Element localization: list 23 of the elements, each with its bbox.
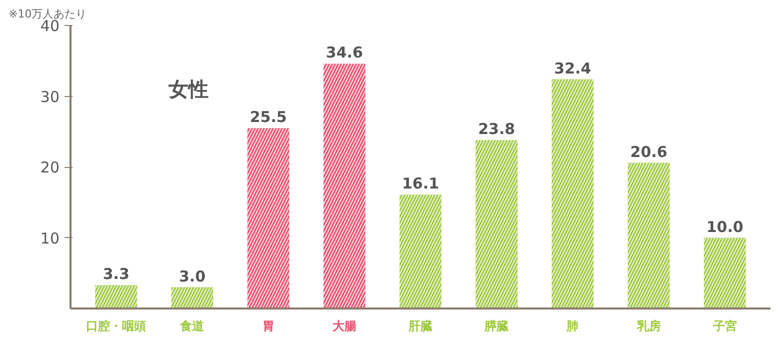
data-label: 32.4 [554, 59, 592, 78]
x-tick-label: 子宮 [712, 319, 737, 334]
x-tick-label: 乳房 [636, 319, 661, 334]
y-tick-label: 10 [40, 229, 60, 248]
text: ※10万人あたり [8, 8, 87, 20]
data-label: 25.5 [250, 108, 287, 126]
data-label: 20.6 [630, 142, 668, 161]
x-tick-label: 大腸 [332, 319, 356, 334]
x-tick-label: 胃 [262, 319, 274, 334]
x-tick-label: 肺 [566, 319, 579, 334]
text: 女性 [167, 77, 208, 102]
data-label: 23.8 [478, 120, 516, 138]
x-tick-label: 膵臓 [484, 319, 509, 334]
x-tick-label: 肝臓 [408, 319, 432, 334]
data-label: 3.3 [102, 265, 130, 284]
data-label: 3.0 [178, 267, 206, 286]
data-label: 16.1 [402, 174, 440, 193]
data-label: 10.0 [706, 218, 744, 236]
y-tick-label: 20 [40, 158, 60, 176]
y-tick-label: 30 [40, 88, 60, 106]
x-tick-label: 口腔・咽頭 [86, 319, 146, 334]
data-label: 34.6 [326, 44, 363, 62]
x-tick-label: 食道 [179, 319, 206, 334]
